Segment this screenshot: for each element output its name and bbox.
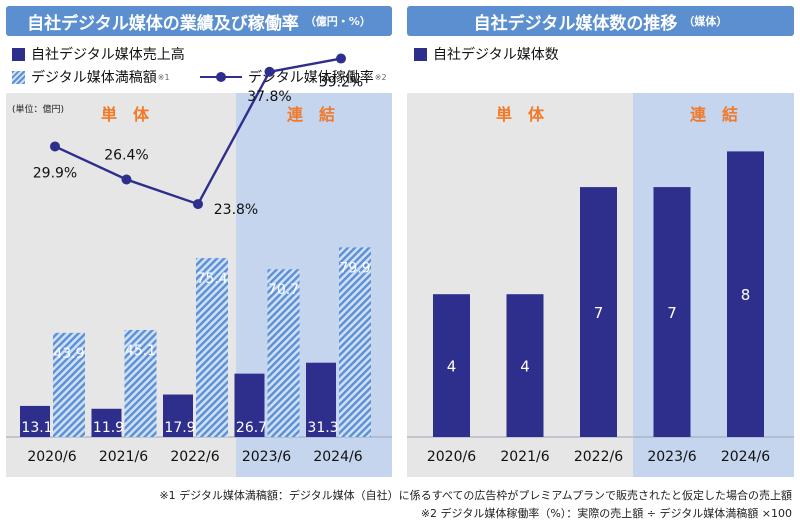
legend-rate-note: ※2 [374, 72, 387, 82]
legend-sales: 自社デジタル媒体売上高 [12, 44, 185, 64]
sales-bar-2020/6 [20, 405, 50, 437]
legend-rate: デジタル媒体稼働率 ※2 [200, 67, 387, 87]
full-bar-2020/6 [53, 332, 85, 437]
legend-rate-swatch [200, 71, 242, 83]
count-bar-2024/6 [727, 151, 764, 437]
right-tick-2020/6: 2020/6 [427, 449, 476, 465]
right-tick-2024/6: 2024/6 [721, 449, 770, 465]
right-title-unit: （媒体） [683, 15, 728, 28]
count-bar-2020/6 [433, 294, 470, 437]
footnote-1: ※1 デジタル媒体満稿額：デジタル媒体（自社）に係るすべての広告枠がプレミアムプ… [159, 489, 792, 502]
count-label-2024/6: 8 [741, 286, 751, 304]
full-label-2023/6: 70.7 [268, 282, 299, 298]
full-label-2022/6: 75.4 [196, 271, 227, 287]
left-tick-2023/6: 2023/6 [242, 449, 291, 465]
left-region-consolidated-label: 連 結 [287, 105, 335, 124]
count-label-2020/6: 4 [447, 358, 457, 376]
left-tick-2022/6: 2022/6 [170, 449, 219, 465]
rate-point-2024/6 [336, 53, 346, 64]
legend-sales-swatch [12, 47, 25, 61]
right-panel-title: 自社デジタル媒体数の推移 （媒体） [407, 6, 794, 36]
right-tick-2023/6: 2023/6 [647, 449, 696, 465]
rate-label-2021/6: 26.4% [104, 148, 148, 164]
sales-label-2024/6: 31.3 [307, 420, 338, 436]
count-label-2022/6: 7 [594, 304, 604, 322]
rate-label-2022/6: 23.8% [214, 202, 258, 218]
count-label-2021/6: 4 [520, 358, 530, 376]
full-label-2020/6: 43.9 [53, 346, 84, 362]
footnote-2: ※2 デジタル媒体稼働率（%）：実際の売上額 ÷ デジタル媒体満稿額 ×100 [420, 507, 792, 520]
sales-bar-2022/6 [163, 394, 193, 437]
legend-count-label: 自社デジタル媒体数 [433, 47, 559, 63]
left-unit-label: (単位：億円) [12, 103, 64, 115]
count-bar-2021/6 [506, 294, 544, 437]
rate-point-2023/6 [264, 66, 275, 77]
rate-label-2023/6: 37.8% [247, 89, 291, 105]
legend-rate-label: デジタル媒体稼働率 [248, 70, 374, 86]
sales-label-2021/6: 11.9 [93, 420, 124, 436]
right-title-text: 自社デジタル媒体数の推移 [473, 13, 678, 34]
sales-label-2022/6: 17.9 [164, 420, 195, 436]
count-bar-2022/6 [580, 187, 617, 437]
count-bar-2023/6 [653, 187, 691, 437]
rate-label-2024/6: 39.2% [319, 75, 363, 91]
right-tick-2022/6: 2022/6 [574, 449, 623, 465]
full-bar-2021/6 [124, 329, 157, 437]
legend-full: デジタル媒体満稿額 ※1 [12, 67, 170, 87]
left-tick-2024/6: 2024/6 [313, 449, 362, 465]
legend-full-swatch [12, 70, 25, 84]
full-bar-2022/6 [196, 258, 228, 437]
full-label-2021/6: 45.1 [125, 343, 156, 359]
left-tick-2021/6: 2021/6 [99, 449, 148, 465]
sales-label-2020/6: 13.1 [21, 420, 52, 436]
rate-point-2020/6 [50, 141, 60, 152]
right-region-consolidated-label: 連 結 [690, 105, 738, 124]
legend-count-swatch [414, 47, 427, 61]
full-bar-2023/6 [267, 269, 300, 437]
rate-point-2022/6 [193, 199, 203, 210]
legend-full-note: ※1 [157, 72, 170, 82]
count-label-2023/6: 7 [667, 304, 677, 322]
sales-label-2023/6: 26.7 [236, 420, 267, 436]
sales-bar-2024/6 [306, 362, 336, 437]
legend-sales-label: 自社デジタル媒体売上高 [31, 47, 185, 63]
sales-bar-2021/6 [91, 408, 122, 437]
right-region-single-label: 単 体 [496, 105, 545, 124]
right-tick-2021/6: 2021/6 [500, 449, 549, 465]
rate-point-2021/6 [121, 174, 132, 185]
full-label-2024/6: 79.9 [339, 260, 370, 276]
left-region-single-label: 単 体 [101, 105, 150, 124]
rate-label-2020/6: 29.9% [33, 165, 77, 181]
left-tick-2020/6: 2020/6 [27, 449, 76, 465]
sales-bar-2023/6 [234, 373, 265, 437]
full-bar-2024/6 [339, 247, 371, 437]
left-title-text: 自社デジタル媒体の業績及び稼働率 [27, 13, 299, 34]
legend-count: 自社デジタル媒体数 [414, 44, 559, 64]
left-panel-title: 自社デジタル媒体の業績及び稼働率 （億円・%） [6, 6, 392, 36]
left-title-unit: （億円・%） [304, 15, 371, 28]
legend-full-label: デジタル媒体満稿額 [31, 70, 157, 86]
